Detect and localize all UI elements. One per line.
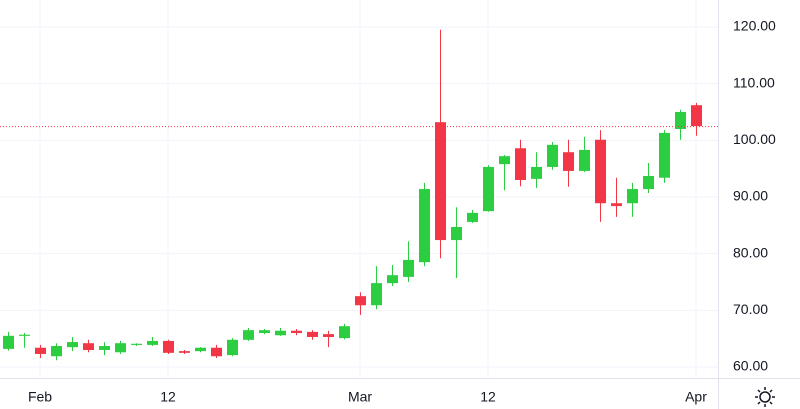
candle-body: [307, 331, 318, 337]
candle-body: [3, 335, 14, 349]
candle-body: [19, 334, 30, 336]
candle-body: [675, 111, 686, 129]
candle-body: [659, 132, 670, 178]
y-tick-label: 100.00: [733, 131, 776, 147]
settings-icon[interactable]: [755, 387, 775, 407]
candle-body: [643, 176, 654, 190]
candle-body: [131, 343, 142, 345]
candle-body: [467, 212, 478, 222]
y-tick-label: 80.00: [733, 244, 768, 260]
candle-body: [259, 330, 270, 334]
candle-body: [547, 144, 558, 167]
candle-body: [595, 139, 606, 204]
candle-body: [435, 122, 446, 241]
candle-body: [515, 148, 526, 180]
x-tick-label: Feb: [28, 389, 52, 405]
candle-body: [227, 339, 238, 356]
candle-body: [483, 166, 494, 212]
candle-body: [51, 346, 62, 357]
candle-body: [83, 343, 94, 351]
candle-body: [275, 330, 286, 336]
candle-body: [35, 347, 46, 354]
candle-body: [387, 275, 398, 284]
x-tick-label: Apr: [685, 389, 707, 405]
candle-body: [339, 326, 350, 339]
y-tick-label: 70.00: [733, 301, 768, 317]
y-tick-label: 90.00: [733, 188, 768, 204]
candle-body: [179, 351, 190, 353]
y-tick-label: 110.00: [733, 74, 775, 90]
candle-body: [451, 227, 462, 241]
candle-body: [243, 330, 254, 340]
x-tick-label: 12: [480, 389, 496, 405]
candle-body: [291, 330, 302, 334]
candle-body: [67, 342, 78, 348]
x-tick-label: Mar: [348, 389, 372, 405]
candle-body: [531, 166, 542, 179]
candle-body: [323, 334, 334, 337]
candle-body: [211, 347, 222, 357]
candle-body: [611, 203, 622, 207]
candle-body: [99, 346, 110, 351]
candle-body: [371, 283, 382, 306]
y-tick-label: 60.00: [733, 358, 768, 374]
candle-body: [147, 340, 158, 345]
y-tick-label: 120.00: [733, 18, 776, 34]
candle-body: [499, 156, 510, 165]
candle-body: [355, 296, 366, 306]
candle-body: [691, 105, 702, 127]
candle-body: [403, 259, 414, 277]
candle-body: [579, 149, 590, 171]
candle-body: [115, 343, 126, 353]
candle-body: [195, 347, 206, 352]
candle-body: [419, 189, 430, 263]
candle-body: [627, 189, 638, 204]
candle-body: [563, 152, 574, 171]
candle-body: [163, 340, 174, 353]
x-tick-label: 12: [160, 389, 176, 405]
